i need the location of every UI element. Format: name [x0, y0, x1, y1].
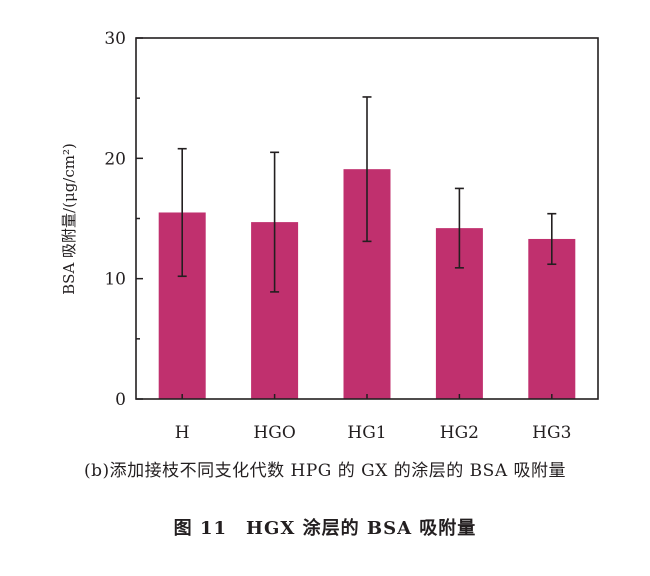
y-tick-label-20: 20: [104, 149, 126, 169]
error-bars-layer: [177, 96, 557, 293]
bar-chart: H HGO HG1 HG2 HG3 0 10 20 30 BSA 吸附量/(μg/cm²): [60, 29, 599, 443]
x-tick-label-hg3: HG3: [532, 423, 571, 443]
y-tick-label-10: 10: [104, 270, 126, 290]
x-tick-label-hgo: HGO: [253, 423, 295, 443]
x-tick-label-h: H: [175, 423, 190, 443]
y-tick-label-30: 30: [104, 29, 126, 49]
subfigure-caption: (b)添加接枝不同支化代数 HPG 的 GX 的涂层的 BSA 吸附量: [83, 461, 566, 481]
bar-hg3: [528, 238, 576, 399]
x-tick-label-hg2: HG2: [440, 423, 479, 443]
y-tick-label-0: 0: [115, 390, 126, 410]
x-tick-label-hg1: HG1: [347, 423, 386, 443]
figure-caption: 图 11 HGX 涂层的 BSA 吸附量: [173, 518, 477, 539]
axes-layer: H HGO HG1 HG2 HG3 0 10 20 30: [104, 29, 599, 443]
y-axis-title: BSA 吸附量/(μg/cm²): [60, 143, 78, 295]
